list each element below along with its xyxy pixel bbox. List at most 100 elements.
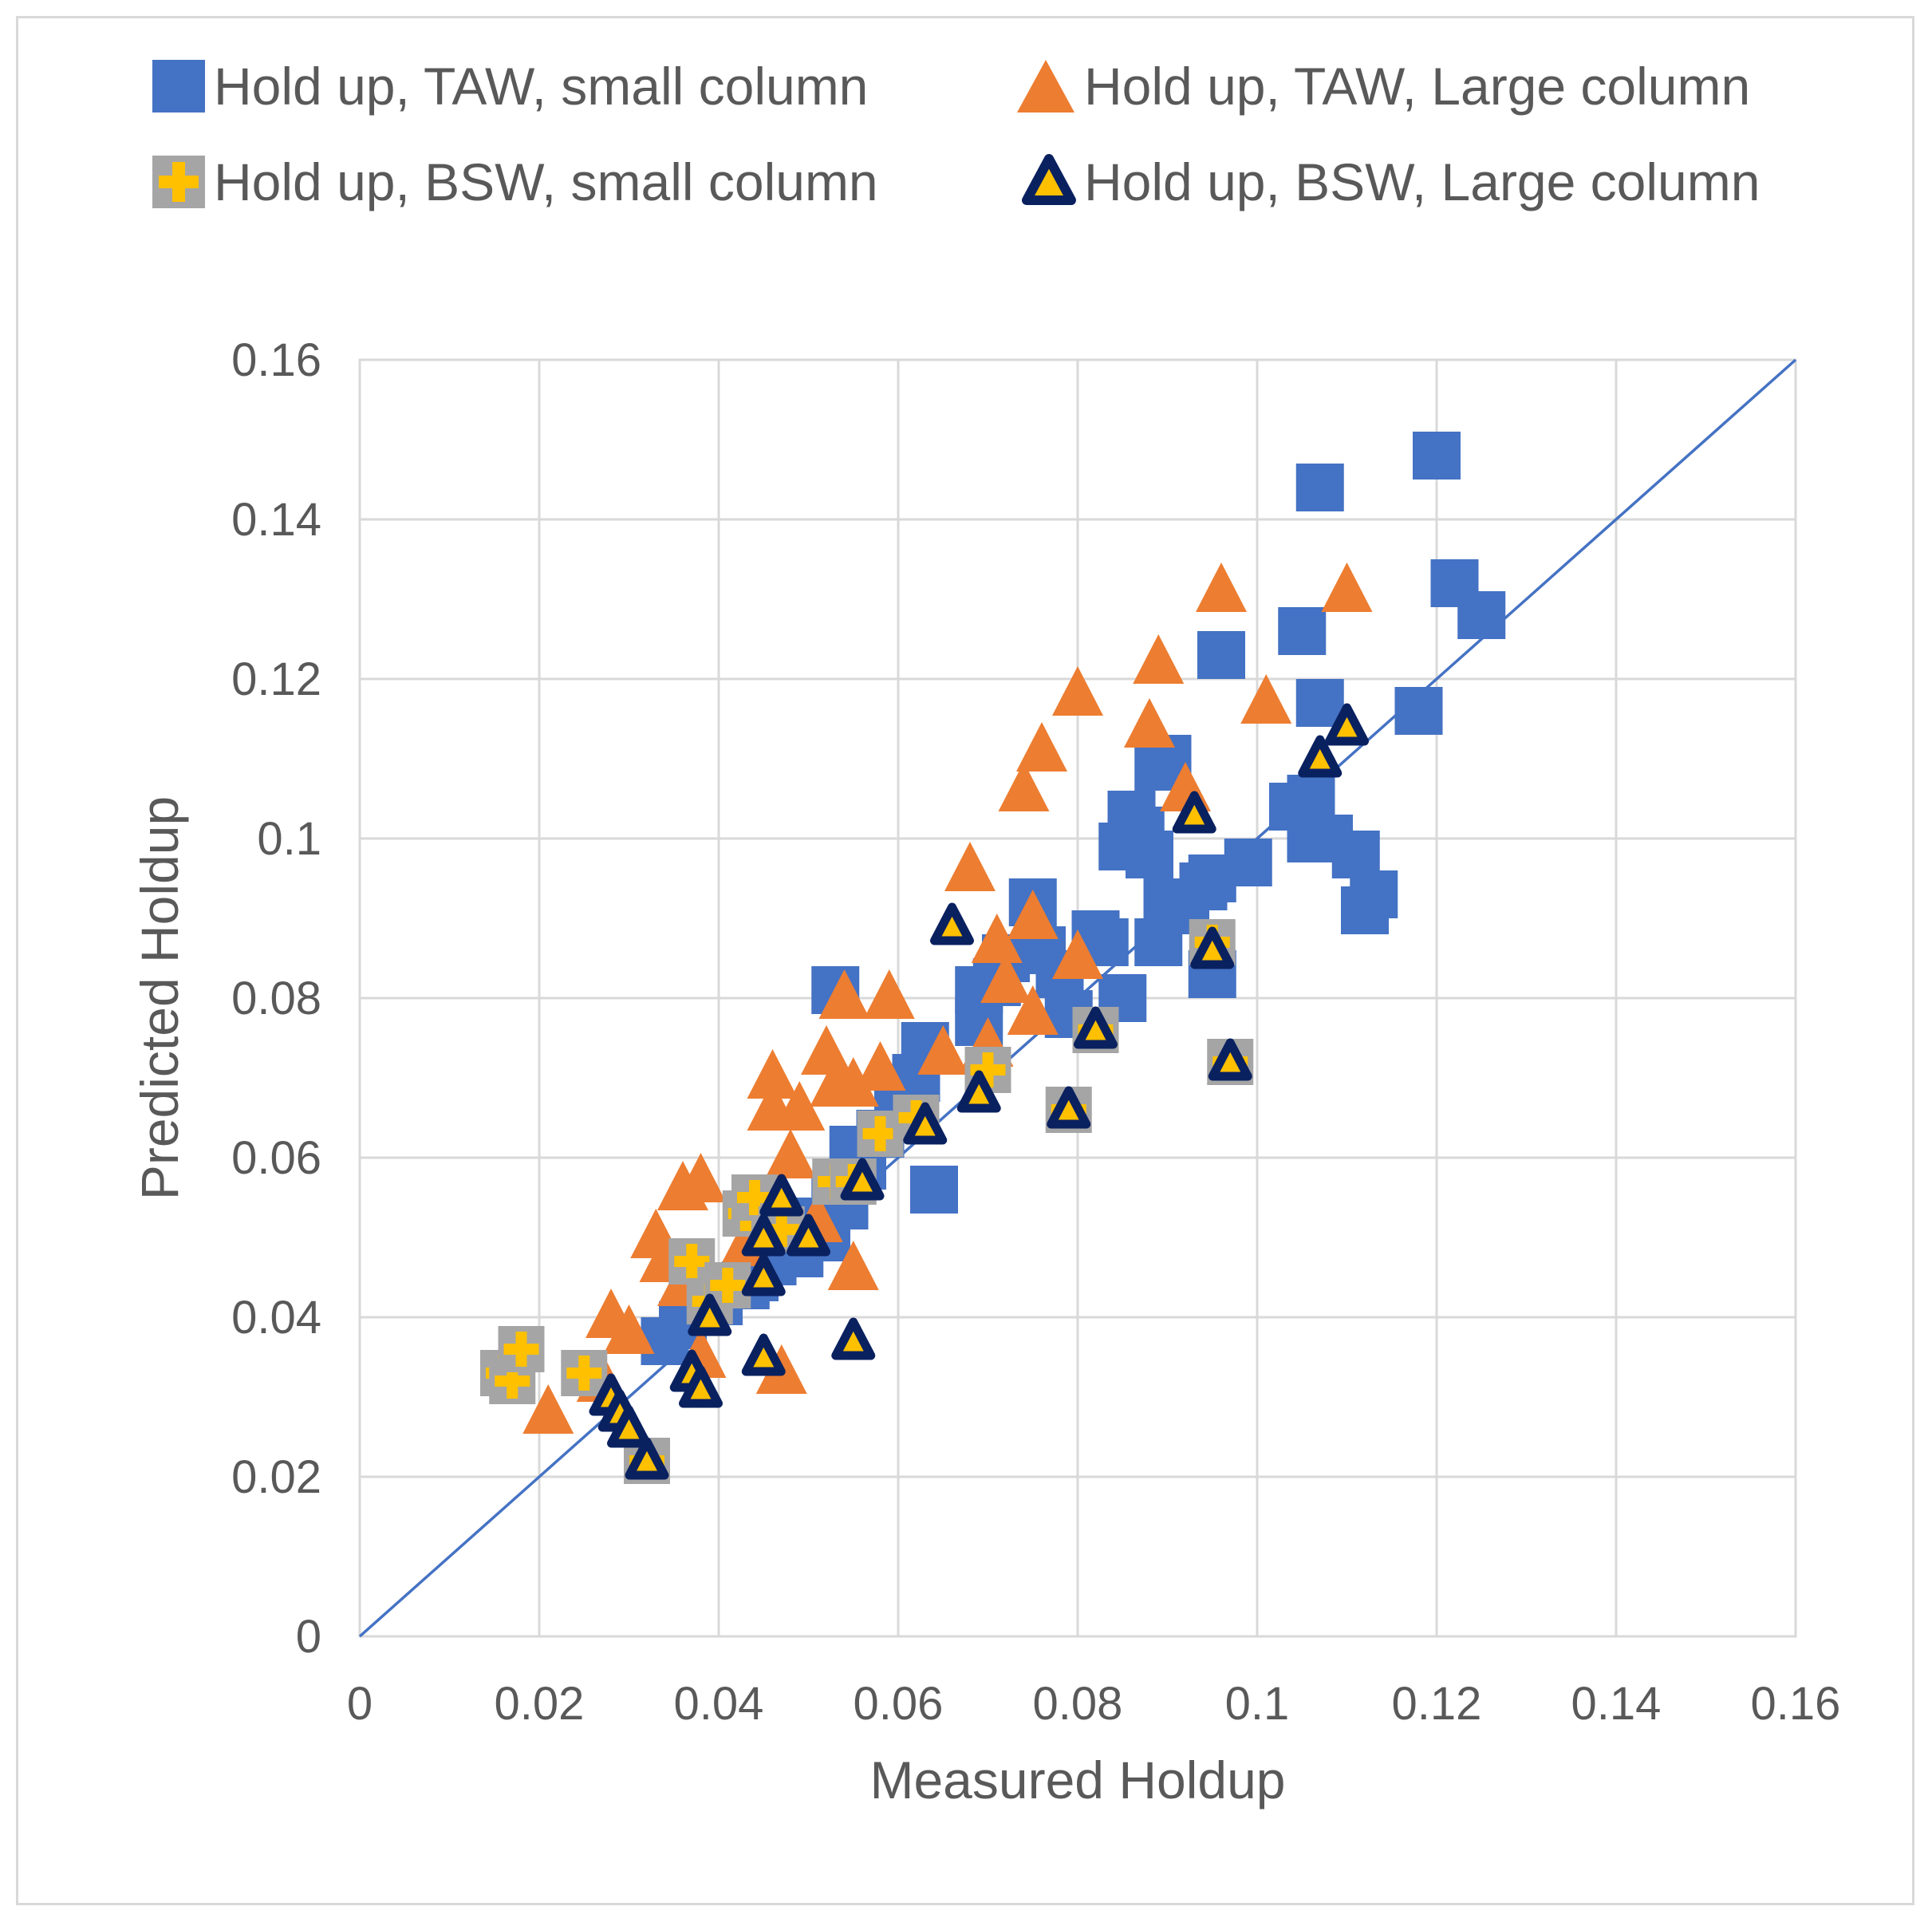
- x-tick-label: 0.04: [674, 1678, 764, 1730]
- point-outline-triangle: [1172, 791, 1216, 834]
- point-outline-triangle: [688, 1293, 732, 1336]
- point-outline-triangle: [1074, 1006, 1118, 1049]
- legend-label-bsw-small: Hold up, BSW, small column: [214, 152, 878, 211]
- point-triangle: [522, 1384, 574, 1434]
- series-triangle-outline: [589, 703, 1369, 1480]
- y-tick-label: 0.08: [231, 973, 321, 1024]
- point-outline-triangle: [679, 1365, 723, 1408]
- x-tick-label: 0.1: [1225, 1678, 1290, 1730]
- point-outline-triangle: [831, 1317, 876, 1360]
- point-outline-triangle: [787, 1214, 830, 1257]
- point-plus-h: [710, 1280, 746, 1291]
- point-triangle: [1052, 929, 1103, 979]
- data-points: [480, 432, 1506, 1484]
- plot-area-border: [358, 358, 1797, 1638]
- x-tick-label: 0.02: [495, 1678, 585, 1730]
- point-triangle: [944, 842, 996, 891]
- legend-item-taw-large: Hold up, TAW, Large column: [1017, 57, 1750, 116]
- chart-frame: 0 0.02 0.04 0.06 0.08 0.1 0.12 0.14 0.16 0 0.02 0.0…: [16, 16, 1914, 1905]
- legend-marker-square: [152, 60, 205, 112]
- point-triangle: [827, 1241, 879, 1290]
- plot-border: [358, 358, 1797, 1638]
- point-triangle: [863, 969, 915, 1019]
- point-outline-triangle: [1298, 735, 1343, 778]
- x-tick-label: 0.16: [1751, 1678, 1841, 1730]
- x-tick-label: 0.14: [1571, 1678, 1662, 1730]
- point-plus: [857, 1111, 904, 1157]
- point-plus: [704, 1262, 751, 1308]
- point-triangle: [971, 914, 1023, 963]
- x-axis-title: Measured Holdup: [870, 1750, 1286, 1810]
- point-outline-triangle: [903, 1102, 948, 1145]
- point-square: [1126, 831, 1173, 878]
- legend-item-bsw-small: Hold up, BSW, small column: [152, 152, 878, 211]
- y-tick-label: 0: [296, 1611, 321, 1663]
- tick-labels: 0 0.02 0.04 0.06 0.08 0.1 0.12 0.14 0.16 0 0.02 0.0…: [231, 334, 1840, 1730]
- point-triangle: [1196, 562, 1247, 612]
- point-square: [1295, 464, 1344, 511]
- legend-marker-outline-triangle: [1022, 154, 1076, 205]
- legend-marker-triangle: [1017, 60, 1074, 112]
- point-plus-h: [503, 1344, 539, 1355]
- point-plus-h: [495, 1375, 530, 1387]
- point-triangle: [1052, 666, 1103, 716]
- legend-label-bsw-large: Hold up, BSW, Large column: [1084, 152, 1760, 211]
- point-outline-triangle: [1047, 1086, 1091, 1129]
- point-plus-h: [737, 1192, 772, 1203]
- point-triangle: [827, 1057, 879, 1107]
- point-square: [1224, 839, 1272, 886]
- point-outline-triangle: [930, 902, 974, 945]
- x-tick-label: 0.08: [1033, 1678, 1123, 1730]
- point-triangle: [917, 1025, 969, 1075]
- point-triangle: [1133, 634, 1185, 684]
- point-outline-triangle: [1208, 1038, 1252, 1081]
- y-tick-label: 0.12: [231, 653, 321, 705]
- y-axis-title: Predicted Holdup: [130, 796, 189, 1200]
- point-triangle: [998, 762, 1050, 811]
- point-triangle: [1240, 674, 1292, 724]
- point-outline-triangle: [759, 1174, 804, 1217]
- legend-label-taw-small: Hold up, TAW, small column: [214, 57, 868, 116]
- point-outline-triangle: [1325, 703, 1369, 746]
- point-triangle: [818, 969, 870, 1019]
- point-square: [1350, 870, 1398, 918]
- x-tick-label: 0: [347, 1678, 373, 1730]
- point-triangle: [980, 953, 1031, 1003]
- x-tick-label: 0.12: [1392, 1678, 1482, 1730]
- point-triangle: [765, 1129, 816, 1178]
- point-triangle: [603, 1304, 655, 1354]
- point-outline-triangle: [741, 1214, 786, 1257]
- point-outline-triangle: [956, 1070, 1001, 1113]
- y-tick-label: 0.04: [231, 1292, 321, 1344]
- point-outline-triangle: [741, 1333, 786, 1376]
- point-triangle: [774, 1081, 826, 1131]
- point-square: [1413, 432, 1461, 480]
- point-triangle: [1007, 985, 1059, 1035]
- legend-marker-plus-h: [159, 176, 199, 188]
- y-tick-label: 0.14: [231, 494, 321, 546]
- y-tick-label: 0.02: [231, 1451, 321, 1503]
- point-triangle: [1007, 890, 1059, 939]
- point-triangle: [854, 1041, 906, 1091]
- point-triangle: [801, 1025, 852, 1075]
- x-tick-label: 0.06: [854, 1678, 944, 1730]
- point-outline-triangle: [741, 1253, 786, 1296]
- point-plus-h: [674, 1256, 710, 1267]
- legend-item-bsw-large: Hold up, BSW, Large column: [1022, 152, 1760, 211]
- legend: Hold up, TAW, small column Hold up, TAW,…: [152, 57, 1760, 211]
- point-plus-h: [566, 1368, 602, 1379]
- point-outline-triangle: [625, 1437, 669, 1480]
- y-tick-label: 0.1: [257, 813, 321, 865]
- point-triangle: [1124, 698, 1175, 748]
- point-plus: [561, 1350, 608, 1396]
- point-square: [1278, 607, 1327, 655]
- point-square: [1197, 631, 1245, 679]
- y-tick-label: 0.16: [231, 334, 321, 386]
- legend-item-taw-small: Hold up, TAW, small column: [152, 57, 868, 116]
- point-outline-triangle: [840, 1158, 885, 1201]
- point-triangle: [1321, 562, 1373, 612]
- point-outline-triangle: [607, 1405, 651, 1448]
- point-triangle: [1016, 722, 1067, 772]
- point-square: [910, 1166, 958, 1214]
- point-square: [1457, 591, 1506, 639]
